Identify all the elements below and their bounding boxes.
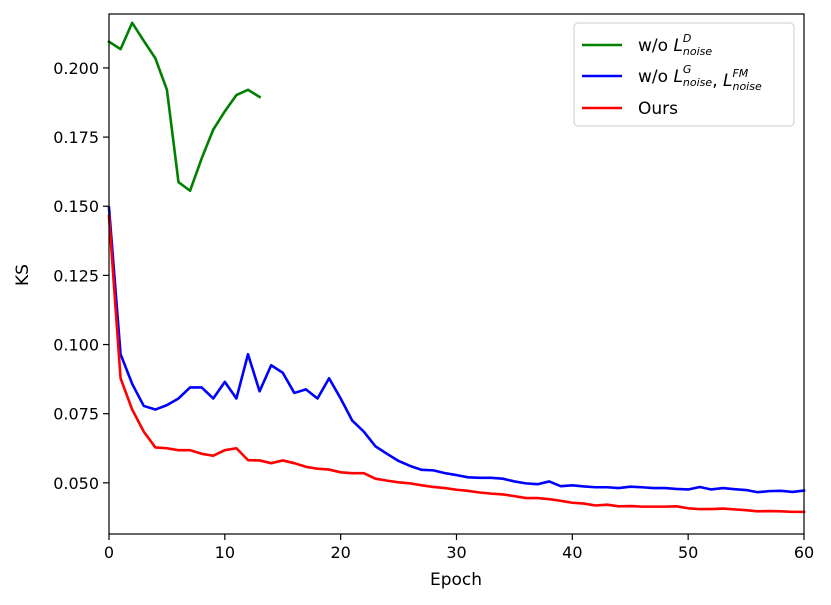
legend: w/o LD noise w/o LG noise, LFM noise Ours bbox=[573, 22, 795, 127]
legend-box bbox=[573, 22, 795, 127]
y-tick-label: 0.200 bbox=[53, 59, 99, 78]
series-layer bbox=[107, 21, 806, 514]
x-tick-label: 40 bbox=[562, 543, 582, 562]
x-axis-label: Epoch bbox=[430, 570, 482, 590]
legend-label-1: w/o LG noise, LFM noise bbox=[638, 63, 762, 93]
series-line-2 bbox=[107, 214, 806, 514]
series-line-0 bbox=[107, 21, 262, 193]
series-line-1 bbox=[107, 206, 806, 494]
x-tick-label: 0 bbox=[104, 543, 114, 562]
y-tick-label: 0.075 bbox=[53, 405, 99, 424]
y-tick-label: 0.125 bbox=[53, 266, 99, 285]
legend-label-2: Ours bbox=[638, 99, 678, 119]
y-tick-label: 0.100 bbox=[53, 336, 99, 355]
legend-label-0: w/o LD noise bbox=[638, 32, 712, 58]
y-axis-ticks: 0.050 0.075 0.100 0.125 0.150 0.175 0.200 bbox=[53, 59, 109, 493]
x-tick-label: 50 bbox=[678, 543, 698, 562]
y-tick-label: 0.150 bbox=[53, 197, 99, 216]
x-tick-label: 10 bbox=[215, 543, 235, 562]
x-tick-label: 20 bbox=[330, 543, 350, 562]
y-tick-label: 0.050 bbox=[53, 474, 99, 493]
y-tick-label: 0.175 bbox=[53, 128, 99, 147]
y-axis-label: KS bbox=[13, 264, 33, 286]
x-axis-ticks: 0 10 20 30 40 50 60 bbox=[104, 534, 814, 562]
x-tick-label: 30 bbox=[446, 543, 466, 562]
x-tick-label: 60 bbox=[794, 543, 814, 562]
